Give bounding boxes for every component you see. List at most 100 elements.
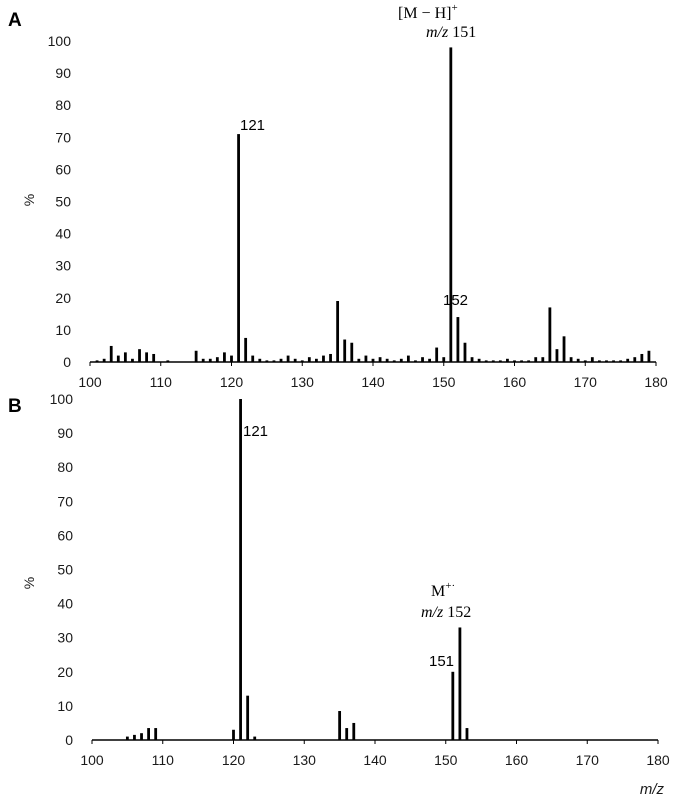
peak-bar-a-150: [442, 357, 446, 362]
panel-letter-b: B: [8, 396, 22, 417]
ion-charge-b: +·: [445, 580, 455, 592]
peak-bar-a-103: [109, 345, 113, 362]
x-tick-label-a-180: 180: [644, 374, 668, 390]
peak-bar-a-167: [562, 336, 566, 362]
peak-label-152-a: 152: [443, 292, 468, 309]
peak-bar-a-166: [555, 349, 559, 362]
peak-bar-a-124: [258, 358, 262, 362]
peak-bar-a-173: [605, 360, 608, 362]
y-tick-label-a-100: 100: [48, 33, 72, 49]
peak-bar-a-146: [414, 360, 417, 362]
y-tick-label-a-60: 60: [55, 161, 71, 177]
peak-bar-a-135: [336, 301, 340, 362]
peak-bar-b-108: [147, 728, 150, 740]
peak-label-121-a: 121: [240, 117, 265, 134]
peak-bar-a-106: [131, 358, 134, 362]
peak-bar-a-138: [357, 358, 361, 362]
peak-bar-a-104: [116, 355, 120, 362]
peak-bar-a-177: [633, 357, 637, 362]
peak-bar-a-152: [456, 317, 460, 362]
ion-formula-b: M: [431, 583, 445, 600]
peak-bar-b-122: [246, 695, 250, 740]
peak-bar-a-171: [590, 357, 594, 362]
peak-bar-a-176: [626, 358, 630, 362]
x-tick-label-b-140: 140: [363, 752, 387, 768]
peak-bar-a-105: [123, 352, 127, 362]
y-tick-label-a-90: 90: [55, 65, 71, 81]
peak-bar-a-123: [251, 355, 255, 362]
peak-bar-a-151: [449, 47, 453, 363]
mz-label-b: m/z 152: [421, 604, 471, 621]
peak-bar-b-107: [140, 733, 143, 740]
x-tick-label-a-150: 150: [432, 374, 456, 390]
ion-label-b: M+·: [431, 580, 455, 600]
x-tick-labels-a: 100 110 120 130 140 150 160 170 180: [78, 362, 668, 390]
ion-label-a: [M − H]+: [398, 2, 458, 22]
peak-bar-a-127: [279, 358, 283, 362]
mz-value-b: 152: [447, 604, 471, 621]
x-tick-label-a-170: 170: [574, 374, 598, 390]
peak-bar-a-148: [428, 358, 431, 362]
peak-bar-a-111: [166, 360, 170, 362]
y-tick-label-a-40: 40: [55, 226, 71, 242]
x-tick-label-a-100: 100: [78, 374, 102, 390]
y-tick-label-b-20: 20: [57, 664, 73, 680]
peak-bar-a-155: [477, 358, 481, 362]
peak-bar-a-139: [364, 355, 368, 362]
peak-bar-a-102: [102, 358, 106, 362]
peak-bar-a-165: [548, 307, 552, 362]
peak-bar-a-178: [640, 353, 644, 362]
peak-bar-a-137: [350, 342, 354, 362]
peak-bar-a-159: [506, 358, 509, 362]
peak-bar-a-115: [194, 350, 198, 362]
spectrum-panel-a: 0 10 20 30 40 50 60 70 80 90 100 100 110 120 130 140 15…: [21, 2, 668, 390]
peak-bar-b-106: [133, 734, 136, 740]
peak-bar-b-120: [232, 729, 235, 740]
y-tick-label-a-50: 50: [55, 194, 71, 210]
peak-bar-a-121: [237, 134, 240, 362]
peak-bar-b-136: [345, 728, 349, 740]
peak-bar-a-153: [463, 342, 467, 362]
peak-bar-a-125: [265, 360, 269, 362]
y-tick-label-b-40: 40: [57, 596, 73, 612]
peak-bar-b-151: [451, 671, 455, 740]
peak-bar-a-142: [385, 358, 389, 362]
y-tick-label-b-0: 0: [65, 732, 73, 748]
x-tick-label-b-160: 160: [505, 752, 529, 768]
peak-bar-a-170: [583, 360, 587, 362]
peak-bar-a-162: [527, 360, 531, 362]
ion-formula-a: [M − H]: [398, 5, 451, 22]
peak-bar-b-152: [458, 627, 462, 740]
x-tick-label-b-130: 130: [293, 752, 317, 768]
peak-bar-a-122: [244, 337, 248, 362]
y-tick-label-a-30: 30: [55, 258, 71, 274]
peak-bar-a-149: [435, 347, 439, 362]
x-tick-label-b-180: 180: [646, 752, 670, 768]
panel-letter-a: A: [8, 10, 22, 31]
peak-bar-a-129: [293, 358, 297, 362]
peak-label-121-b: 121: [243, 423, 268, 440]
peak-bar-b-135: [338, 711, 342, 740]
y-tick-label-a-10: 10: [55, 322, 71, 338]
peak-bar-b-137: [352, 722, 356, 740]
y-tick-labels-a: 0 10 20 30 40 50 60 70 80 90 100: [48, 33, 72, 370]
peak-bar-a-131: [307, 357, 311, 362]
mz-prefix-b: m/z: [421, 604, 444, 621]
peak-bar-a-107: [138, 349, 141, 362]
peak-bar-a-128: [286, 355, 290, 362]
peak-bar-b-153: [465, 728, 469, 740]
y-tick-label-a-80: 80: [55, 97, 71, 113]
x-axis-label-b: m/z: [640, 781, 665, 798]
peak-bar-a-157: [491, 360, 495, 362]
ion-charge-a: +: [451, 2, 457, 14]
peak-bar-a-119: [223, 352, 226, 362]
peak-bar-a-164: [541, 357, 545, 362]
peak-bar-a-143: [392, 360, 396, 362]
y-tick-label-b-80: 80: [57, 459, 73, 475]
spectrum-panel-b: 0 10 20 30 40 50 60 70 80 90 100 100 110 120 130 140 15…: [21, 391, 670, 798]
x-tick-label-b-100: 100: [80, 752, 104, 768]
peak-bar-b-105: [125, 736, 129, 740]
peak-bar-a-172: [598, 360, 601, 362]
peak-bar-a-140: [371, 358, 375, 362]
